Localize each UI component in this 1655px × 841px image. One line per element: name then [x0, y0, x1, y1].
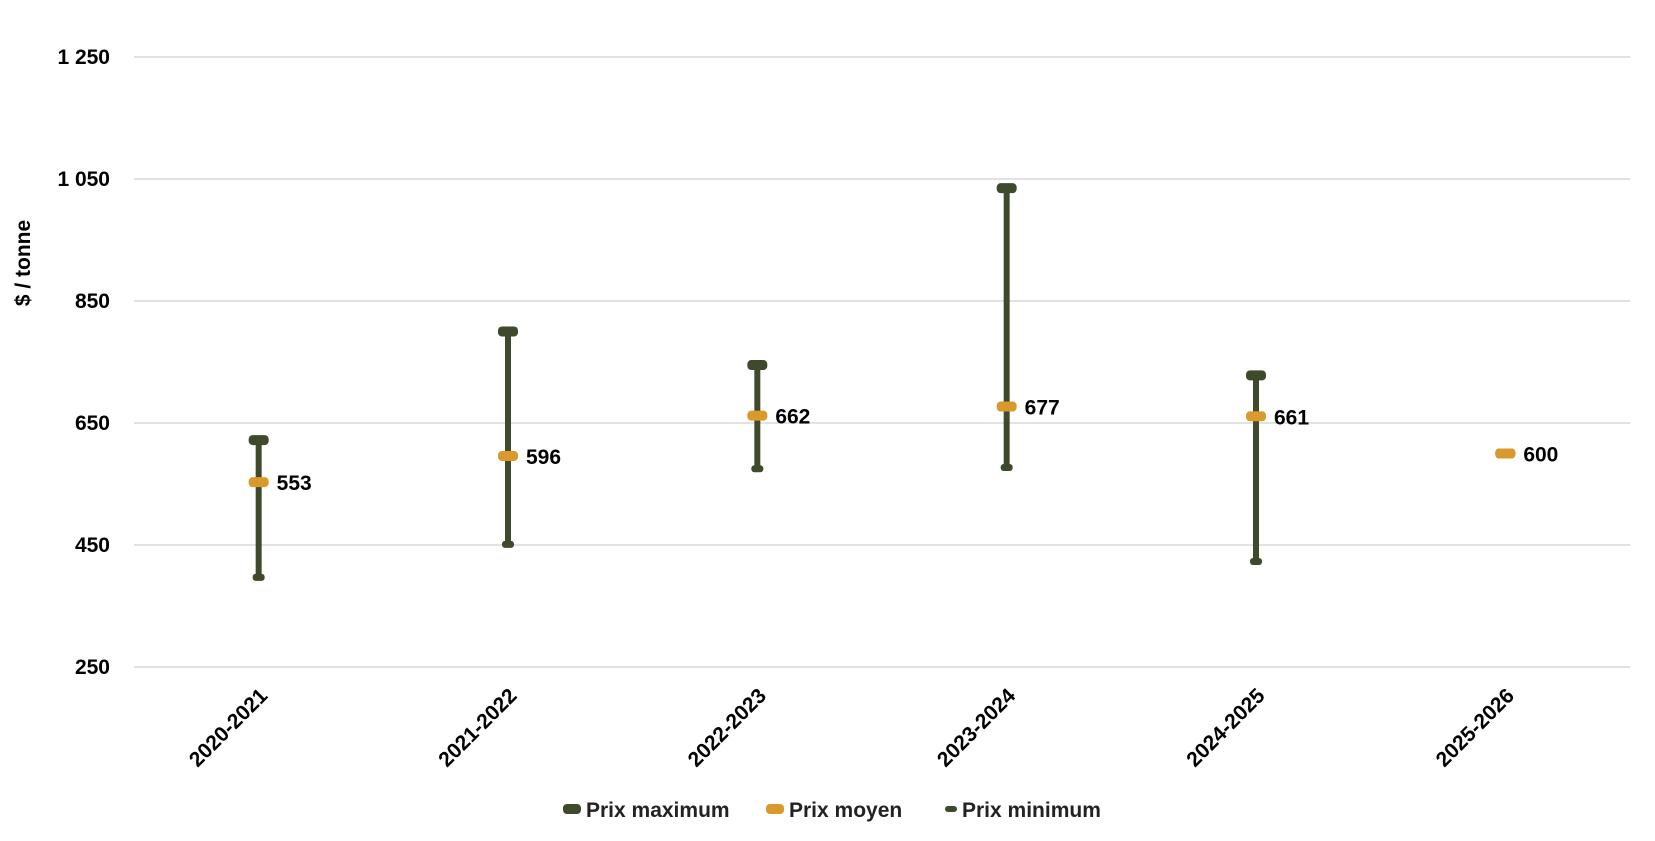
- y-axis-label: $ / tonne: [12, 220, 35, 306]
- x-axis-ticks: 2020-2021 2021-2022 2022-2023 2023-2024 2024…: [185, 684, 1519, 772]
- y-tick-label: 650: [75, 412, 110, 435]
- y-tick-label: 1 250: [57, 46, 110, 69]
- avg-marker: [498, 450, 518, 461]
- legend: Prix maximum Prix moyen Prix minimum: [563, 799, 1101, 822]
- max-marker: [498, 326, 518, 337]
- legend-swatch-min: [945, 806, 957, 812]
- max-marker: [996, 183, 1017, 194]
- legend-swatch-max: [563, 804, 581, 814]
- max-marker: [1246, 370, 1266, 381]
- legend-swatch-avg: [766, 804, 784, 814]
- max-marker: [747, 360, 768, 371]
- legend-label-max: Prix maximum: [586, 799, 730, 822]
- y-tick-label: 450: [75, 534, 110, 557]
- min-marker: [1250, 557, 1262, 565]
- avg-marker: [747, 410, 768, 421]
- y-axis-ticks: 250 450 650 850 1 050 1 250: [57, 46, 110, 679]
- data-label: 600: [1523, 444, 1558, 467]
- x-tick-label: 2021-2022: [434, 684, 521, 771]
- max-marker: [248, 435, 269, 446]
- data-label: 661: [1274, 406, 1309, 429]
- min-marker: [502, 540, 514, 548]
- min-marker: [252, 573, 265, 581]
- avg-marker: [248, 477, 269, 488]
- data-label: 596: [526, 446, 561, 469]
- gridlines: [134, 56, 1630, 668]
- y-tick-label: 850: [75, 290, 110, 313]
- x-tick-label: 2024-2025: [1182, 684, 1270, 772]
- x-tick-label: 2025-2026: [1432, 684, 1519, 771]
- legend-label-min: Prix minimum: [962, 799, 1101, 822]
- avg-marker: [1495, 448, 1516, 459]
- min-marker: [1000, 464, 1013, 472]
- data-label: 662: [775, 406, 810, 429]
- x-tick-label: 2022-2023: [684, 684, 771, 771]
- y-tick-label: 250: [75, 656, 110, 679]
- x-tick-label: 2023-2024: [933, 684, 1021, 772]
- y-tick-label: 1 050: [57, 168, 110, 191]
- plot-area: 553 596 662 677 661 600: [248, 183, 1558, 581]
- x-tick-label: 2020-2021: [185, 684, 273, 772]
- avg-marker: [996, 401, 1017, 412]
- data-label: 677: [1025, 397, 1060, 420]
- avg-marker: [1246, 411, 1266, 422]
- min-marker: [751, 465, 764, 473]
- data-label: 553: [277, 472, 312, 495]
- legend-label-avg: Prix moyen: [789, 799, 902, 822]
